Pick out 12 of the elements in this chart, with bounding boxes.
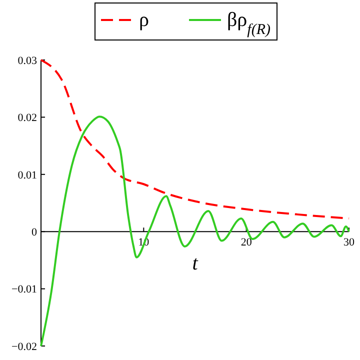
y-tick-label: 0.01 bbox=[18, 169, 37, 182]
x-tick-label: 20 bbox=[240, 236, 252, 249]
x-axis-title: t bbox=[192, 252, 198, 275]
y-tick-label: 0.03 bbox=[18, 54, 38, 67]
x-tick-label: 30 bbox=[344, 236, 355, 249]
y-tick-label: 0.02 bbox=[18, 112, 37, 124]
y-tick-label: −0.01 bbox=[12, 284, 37, 296]
y-tick-label: −0.02 bbox=[12, 340, 37, 353]
legend-label: βρ$_{f(R)}$ bbox=[227, 9, 270, 38]
line-series bbox=[40, 59, 350, 220]
legend-label: ρ bbox=[139, 9, 149, 31]
y-tick-label: 0 bbox=[32, 226, 38, 238]
